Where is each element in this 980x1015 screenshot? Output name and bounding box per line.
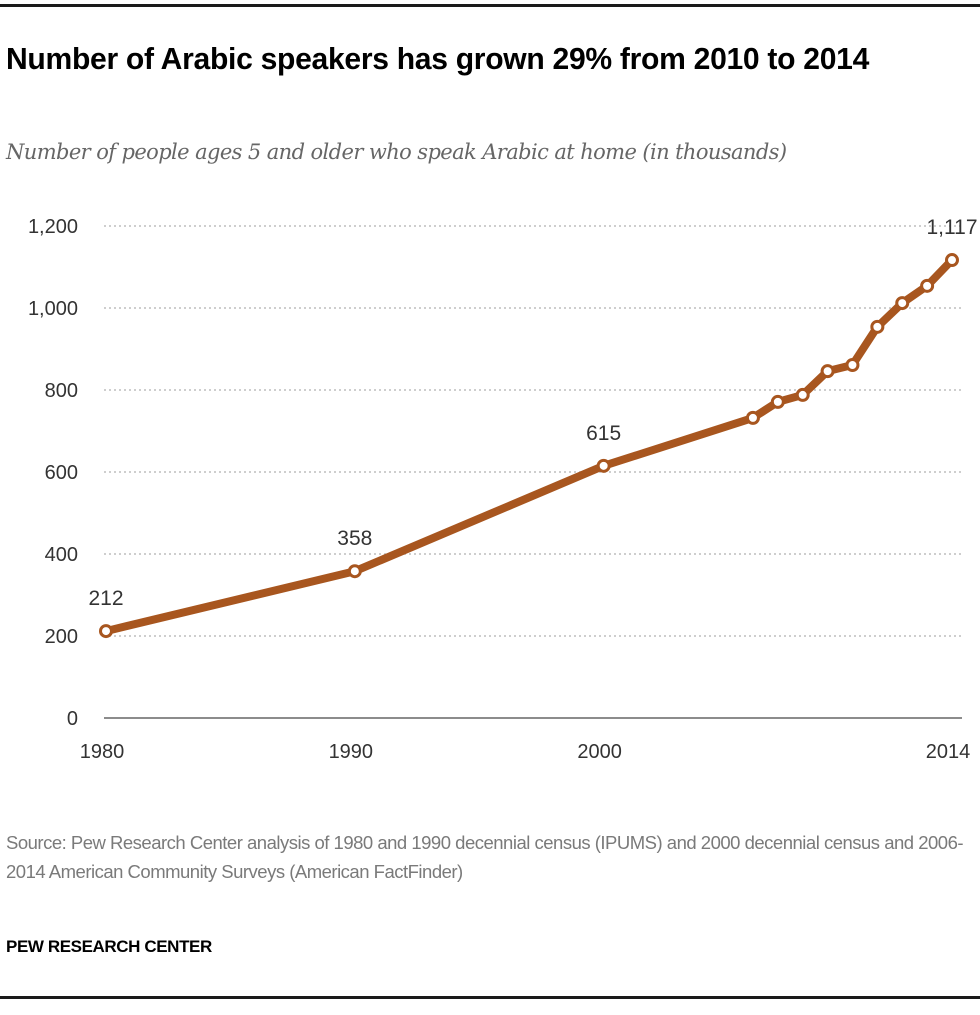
series-line-path	[102, 256, 956, 636]
bottom-rule	[0, 996, 980, 999]
chart-title: Number of Arabic speakers has grown 29% …	[6, 41, 870, 76]
x-tick-label: 1990	[329, 741, 374, 763]
gridlines	[104, 225, 962, 719]
y-tick-label: 200	[45, 626, 78, 648]
y-tick-label: 1,000	[28, 298, 78, 320]
source-note: Source: Pew Research Center analysis of …	[6, 832, 964, 882]
data-point	[596, 458, 611, 473]
data-point	[845, 357, 860, 372]
y-tick-label: 600	[45, 462, 78, 484]
x-tick-label: 2014	[926, 741, 971, 763]
chart-subtitle: Number of people ages 5 and older who sp…	[6, 140, 787, 164]
line-chart: 0 200 400 600 800 1,000 1,200 1980 1990 2000 2014…	[28, 216, 978, 763]
data-point	[920, 278, 935, 293]
data-points	[99, 253, 959, 639]
data-point	[795, 387, 810, 402]
y-tick-label: 800	[45, 380, 78, 402]
data-label: 615	[586, 422, 621, 445]
series-line	[102, 256, 956, 636]
data-label: 358	[337, 527, 372, 550]
data-point	[770, 394, 785, 409]
top-rule	[0, 4, 980, 7]
brand-logo-text: PEW RESEARCH CENTER	[6, 937, 212, 956]
x-tick-label: 2000	[577, 741, 622, 763]
x-axis-ticks: 1980 1990 2000 2014	[80, 741, 971, 763]
data-point	[820, 364, 835, 379]
data-point	[895, 296, 910, 311]
data-labels: 212 358 615 1,117	[88, 216, 977, 610]
data-point	[347, 564, 362, 579]
data-point	[99, 624, 113, 639]
x-tick-label: 1980	[80, 741, 125, 763]
data-point	[870, 319, 885, 334]
data-point	[945, 253, 959, 268]
y-axis-ticks: 0 200 400 600 800 1,000 1,200	[28, 216, 78, 730]
data-label: 212	[88, 587, 123, 610]
data-point	[745, 410, 760, 425]
y-tick-label: 1,200	[28, 216, 78, 238]
data-label: 1,117	[927, 216, 978, 239]
y-tick-label: 400	[45, 544, 78, 566]
y-tick-label: 0	[67, 708, 78, 730]
